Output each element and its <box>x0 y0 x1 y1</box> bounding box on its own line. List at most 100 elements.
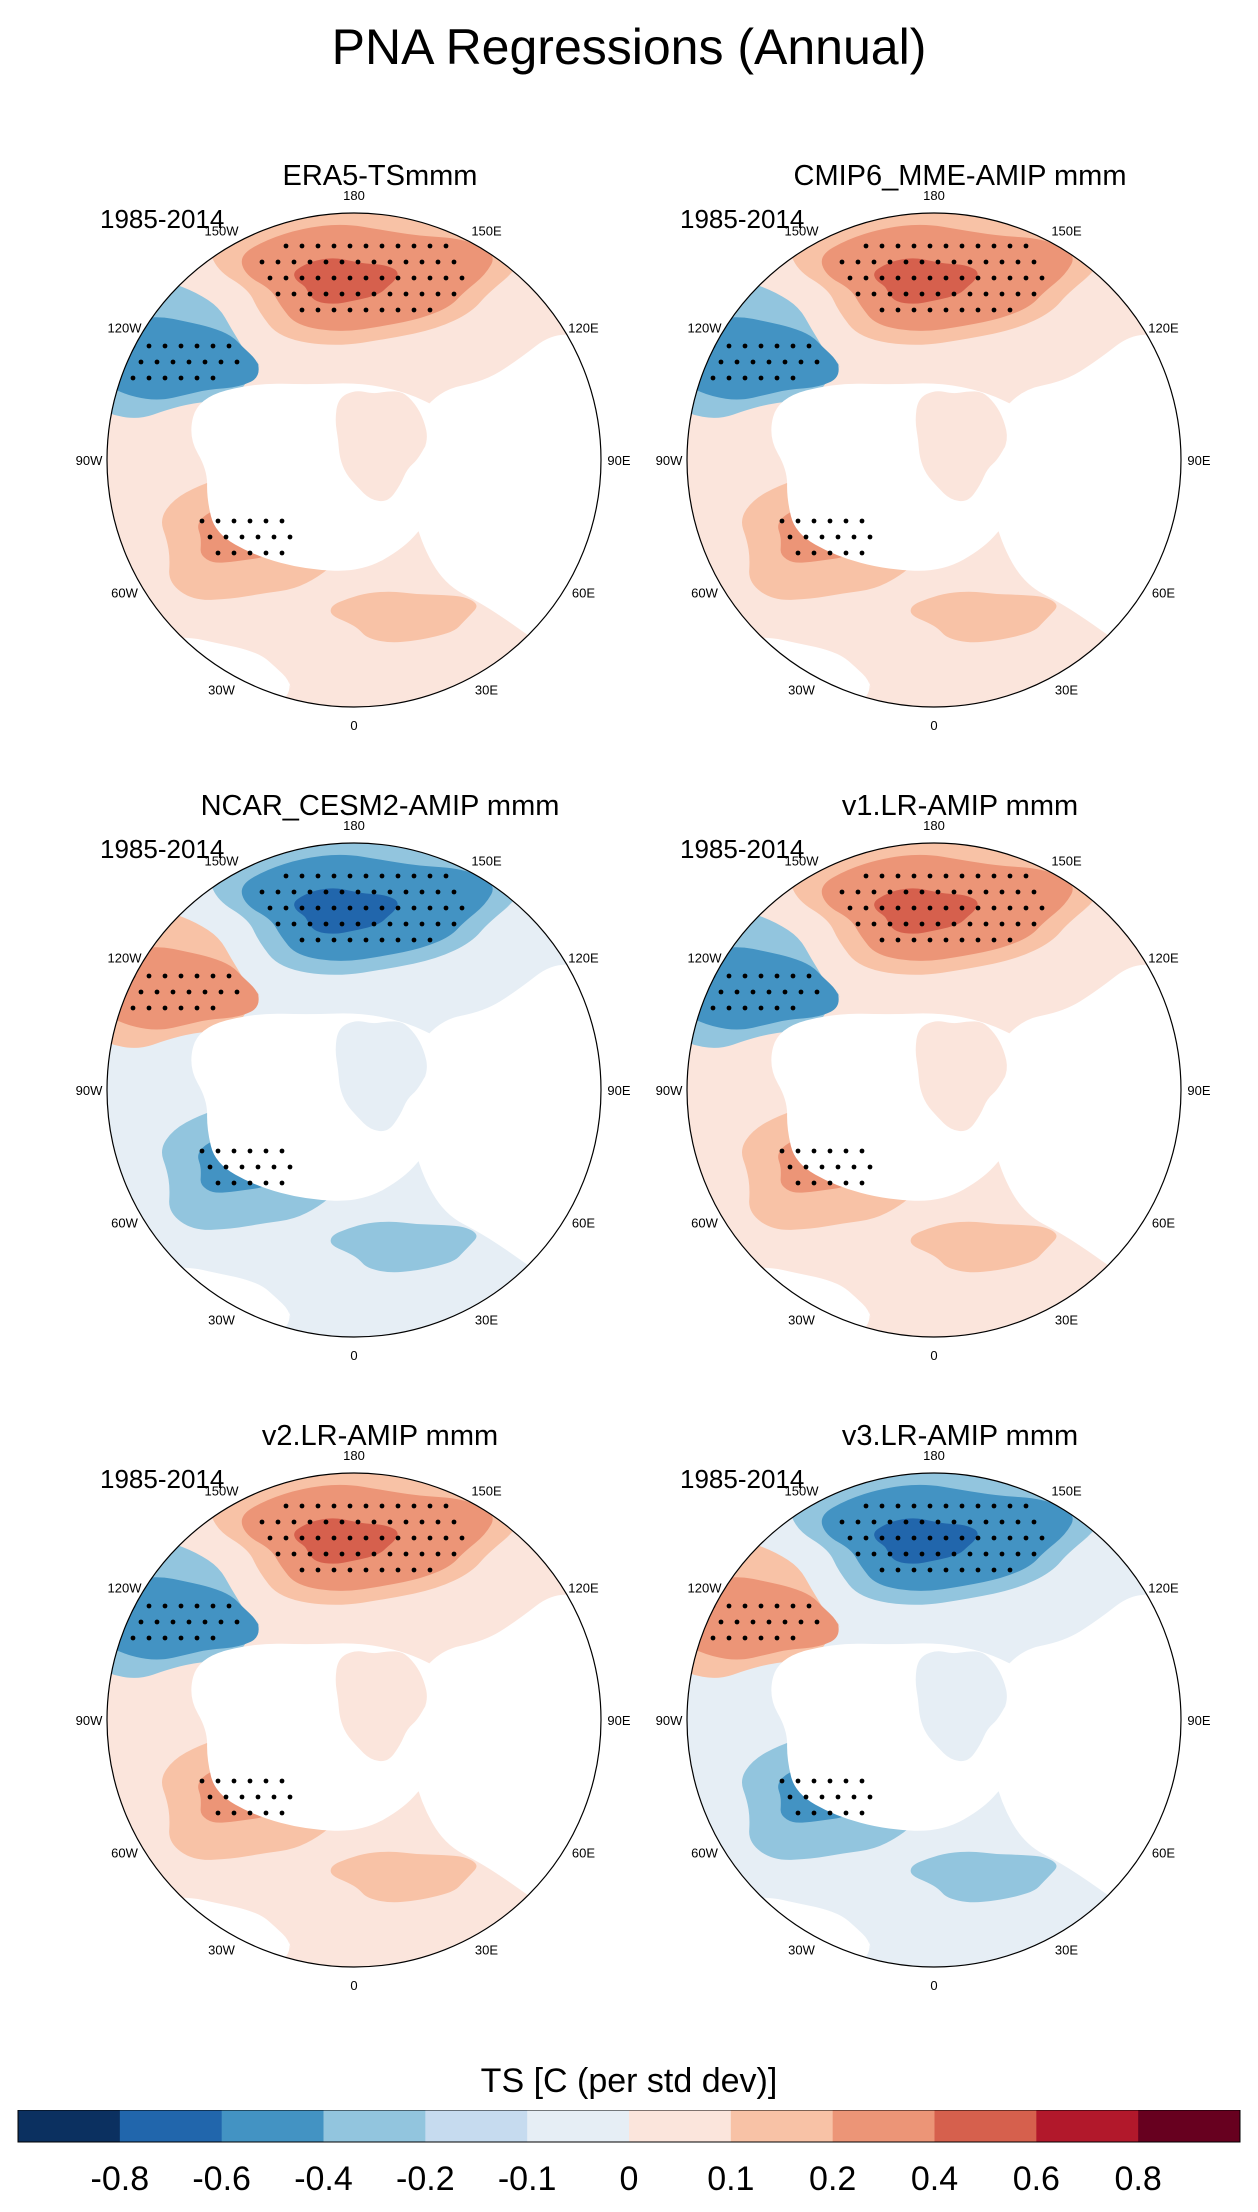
colorbar-tick-label: 0.8 <box>1115 2160 1162 2198</box>
colorbar-swatch <box>323 2110 426 2142</box>
colorbar-tick-label: 0.4 <box>911 2160 958 2198</box>
significance-stipple <box>199 1148 293 1186</box>
longitude-label: 30W <box>788 1312 815 1327</box>
significance-stipple <box>779 518 873 556</box>
polar-map: 180 150E 120E 90E 60E 30E 0 30W 60W 90W 120W 150W <box>656 1448 1211 1993</box>
longitude-label: 120E <box>568 951 599 966</box>
longitude-label: 90E <box>1187 453 1210 468</box>
panel-title: NCAR_CESM2-AMIP mmm <box>200 790 560 822</box>
longitude-label: 30E <box>475 682 498 697</box>
colorbar-swatch <box>934 2110 1037 2142</box>
longitude-label: 180 <box>923 1448 945 1463</box>
colorbar-swatch <box>527 2110 630 2142</box>
longitude-label: 30W <box>788 682 815 697</box>
longitude-label: 150E <box>471 854 502 869</box>
pacific-anomaly-core <box>294 1518 398 1564</box>
mediterranean-anomaly <box>910 1851 1057 1903</box>
longitude-label: 90E <box>607 1713 630 1728</box>
arctic-ocean <box>335 391 429 502</box>
longitude-label: 120W <box>688 1581 723 1596</box>
colorbar-swatch <box>832 2110 935 2142</box>
significance-stipple <box>779 1148 873 1186</box>
map-boundary <box>106 842 602 1338</box>
arctic-ocean <box>915 1021 1009 1132</box>
significance-stipple <box>199 1778 293 1816</box>
panel-period: 1985-2014 <box>680 1464 805 1494</box>
longitude-label: 0 <box>350 718 357 733</box>
longitude-label: 90E <box>1187 1713 1210 1728</box>
longitude-label: 90W <box>76 1713 103 1728</box>
longitude-label: 60E <box>572 586 595 601</box>
longitude-label: 180 <box>343 818 365 833</box>
panel-period: 1985-2014 <box>680 204 805 234</box>
significance-stipple <box>779 1778 873 1816</box>
longitude-label: 0 <box>930 718 937 733</box>
longitude-label: 60W <box>111 1216 138 1231</box>
longitude-label: 120W <box>688 951 723 966</box>
colorbar-title: TS [C (per std dev)] <box>480 2062 778 2100</box>
colorbar-swatch <box>425 2110 528 2142</box>
map-panel: 180 150E 120E 90E 60E 30E 0 30W 60W 90W 120W 150W CM… <box>656 160 1240 760</box>
panel-title: ERA5-TSmmm <box>282 160 478 192</box>
mediterranean-anomaly <box>330 1221 477 1273</box>
longitude-label: 90W <box>656 1083 683 1098</box>
map-boundary <box>686 842 1182 1338</box>
colorbar-swatch <box>629 2110 732 2142</box>
significance-stipple <box>259 1503 465 1573</box>
longitude-label: 60E <box>572 1846 595 1861</box>
longitude-label: 120E <box>568 1581 599 1596</box>
longitude-label: 0 <box>930 1978 937 1993</box>
longitude-label: 60E <box>1152 1216 1175 1231</box>
colorbar-tick-label: -0.1 <box>498 2160 557 2198</box>
longitude-label: 30E <box>1055 1312 1078 1327</box>
longitude-label: 150W <box>205 224 240 239</box>
polar-map: 180 150E 120E 90E 60E 30E 0 30W 60W 90W 120W 150W <box>76 1448 631 1993</box>
longitude-label: 120W <box>108 1581 143 1596</box>
longitude-label: 30W <box>208 682 235 697</box>
arctic-ocean <box>335 1651 429 1762</box>
significance-stipple <box>199 518 293 556</box>
longitude-label: 60W <box>691 1216 718 1231</box>
significance-stipple <box>694 343 820 381</box>
longitude-label: 60W <box>691 1846 718 1861</box>
longitude-label: 60E <box>1152 586 1175 601</box>
longitude-label: 120W <box>688 321 723 336</box>
arctic-ocean <box>915 391 1009 502</box>
longitude-label: 150W <box>205 1484 240 1499</box>
map-boundary <box>106 212 602 708</box>
longitude-label: 0 <box>350 1978 357 1993</box>
panel-title: v3.LR-AMIP mmm <box>841 1420 1079 1452</box>
significance-stipple <box>839 1503 1045 1573</box>
longitude-label: 120E <box>1148 321 1179 336</box>
colorbar-swatch <box>1138 2110 1241 2142</box>
longitude-label: 150E <box>1051 854 1082 869</box>
significance-stipple <box>694 1603 820 1641</box>
map-boundary <box>686 212 1182 708</box>
longitude-label: 120W <box>108 951 143 966</box>
longitude-label: 120E <box>1148 1581 1179 1596</box>
colorbar-tick-label: -0.6 <box>192 2160 251 2198</box>
mediterranean-anomaly <box>330 1851 477 1903</box>
longitude-label: 30E <box>1055 1942 1078 1957</box>
longitude-label: 120E <box>1148 951 1179 966</box>
significance-stipple <box>839 873 1045 943</box>
longitude-label: 0 <box>350 1348 357 1363</box>
longitude-label: 180 <box>343 188 365 203</box>
polar-map: 180 150E 120E 90E 60E 30E 0 30W 60W 90W 120W 150W <box>656 818 1211 1363</box>
pacific-anomaly-core <box>294 258 398 304</box>
significance-stipple <box>839 243 1045 313</box>
panel-title: v2.LR-AMIP mmm <box>261 1420 499 1452</box>
map-boundary <box>686 1472 1182 1968</box>
map-panel: 180 150E 120E 90E 60E 30E 0 30W 60W 90W 120W 150W v2… <box>76 1420 660 2020</box>
significance-stipple <box>259 243 465 313</box>
colorbar-swatch <box>119 2110 223 2142</box>
longitude-label: 150E <box>471 1484 502 1499</box>
longitude-label: 150W <box>785 1484 820 1499</box>
longitude-label: 30E <box>475 1312 498 1327</box>
pacific-anomaly-core <box>874 888 978 934</box>
panel-period: 1985-2014 <box>680 834 805 864</box>
mediterranean-anomaly <box>330 591 477 643</box>
longitude-label: 60W <box>111 586 138 601</box>
longitude-label: 180 <box>343 1448 365 1463</box>
longitude-label: 90W <box>656 1713 683 1728</box>
